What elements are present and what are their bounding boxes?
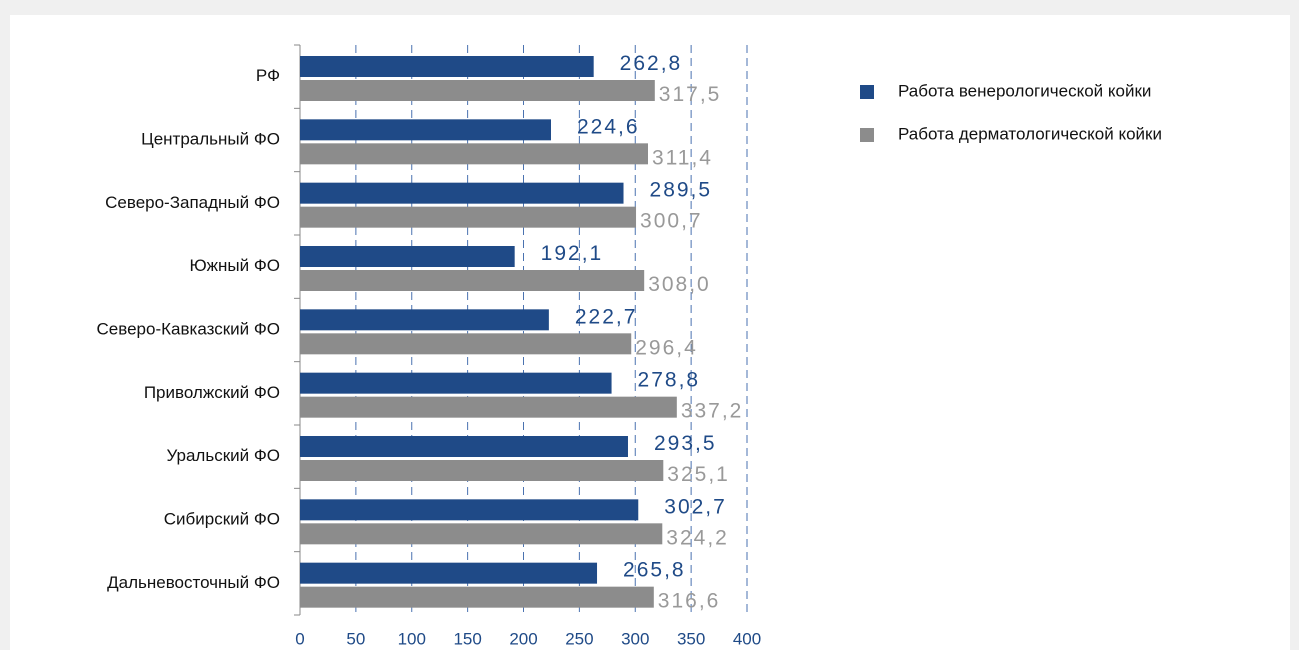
x-tick-label: 100 [398,629,426,648]
data-label: 289,5 [650,179,713,202]
bar [300,182,624,204]
legend-marker [860,85,874,99]
x-tick-label: 200 [509,629,537,648]
bar [300,309,549,331]
bar [300,523,663,545]
y-tick-label: Приволжский ФО [144,383,280,402]
data-label: 262,8 [620,52,683,75]
y-tick-label: РФ [256,66,280,85]
x-tick-label: 0 [295,629,304,648]
bar [300,499,639,521]
data-label: 324,2 [666,526,729,549]
data-label: 302,7 [664,495,727,518]
data-label: 278,8 [638,369,701,392]
bar [300,80,655,101]
x-tick-label: 250 [565,629,593,648]
data-label: 308,0 [648,273,711,296]
y-tick-label: Дальневосточный ФО [107,573,280,592]
x-tick-label: 150 [453,629,481,648]
data-label: 222,7 [575,305,638,328]
bar [300,562,598,584]
legend-marker [860,128,874,142]
data-label: 325,1 [667,463,730,486]
data-label: 296,4 [635,336,698,359]
legend-label: Работа дерматологической койки [898,124,1162,143]
legend-label: Работа венерологической койки [898,81,1151,100]
x-tick-label: 300 [621,629,649,648]
data-label: 293,5 [654,432,717,455]
bar [300,372,612,394]
x-tick-label: 400 [733,629,761,648]
data-label: 311,4 [652,146,713,169]
data-label: 192,1 [541,242,604,265]
data-label: 265,8 [623,559,686,582]
bar [300,396,677,418]
bar [300,143,648,165]
y-tick-label: Уральский ФО [166,446,280,465]
y-tick-label: Центральный ФО [141,129,280,148]
bar [300,586,654,608]
y-tick-label: Сибирский ФО [164,509,280,528]
data-label: 316,6 [658,590,721,613]
bar [300,119,551,141]
data-label: 337,2 [681,400,744,423]
bar [300,460,664,481]
bar [300,333,632,355]
bar [300,246,515,267]
bar [300,206,637,228]
x-tick-label: 50 [346,629,365,648]
bar [300,436,628,457]
y-tick-label: Северо-Кавказский ФО [97,319,280,338]
bar [300,56,594,77]
y-tick-label: Южный ФО [189,256,280,275]
x-tick-label: 350 [677,629,705,648]
y-tick-label: Северо-Западный ФО [105,193,280,212]
bar [300,270,645,291]
data-label: 224,6 [577,115,640,138]
data-label: 300,7 [640,210,703,233]
data-label: 317,5 [659,83,722,106]
